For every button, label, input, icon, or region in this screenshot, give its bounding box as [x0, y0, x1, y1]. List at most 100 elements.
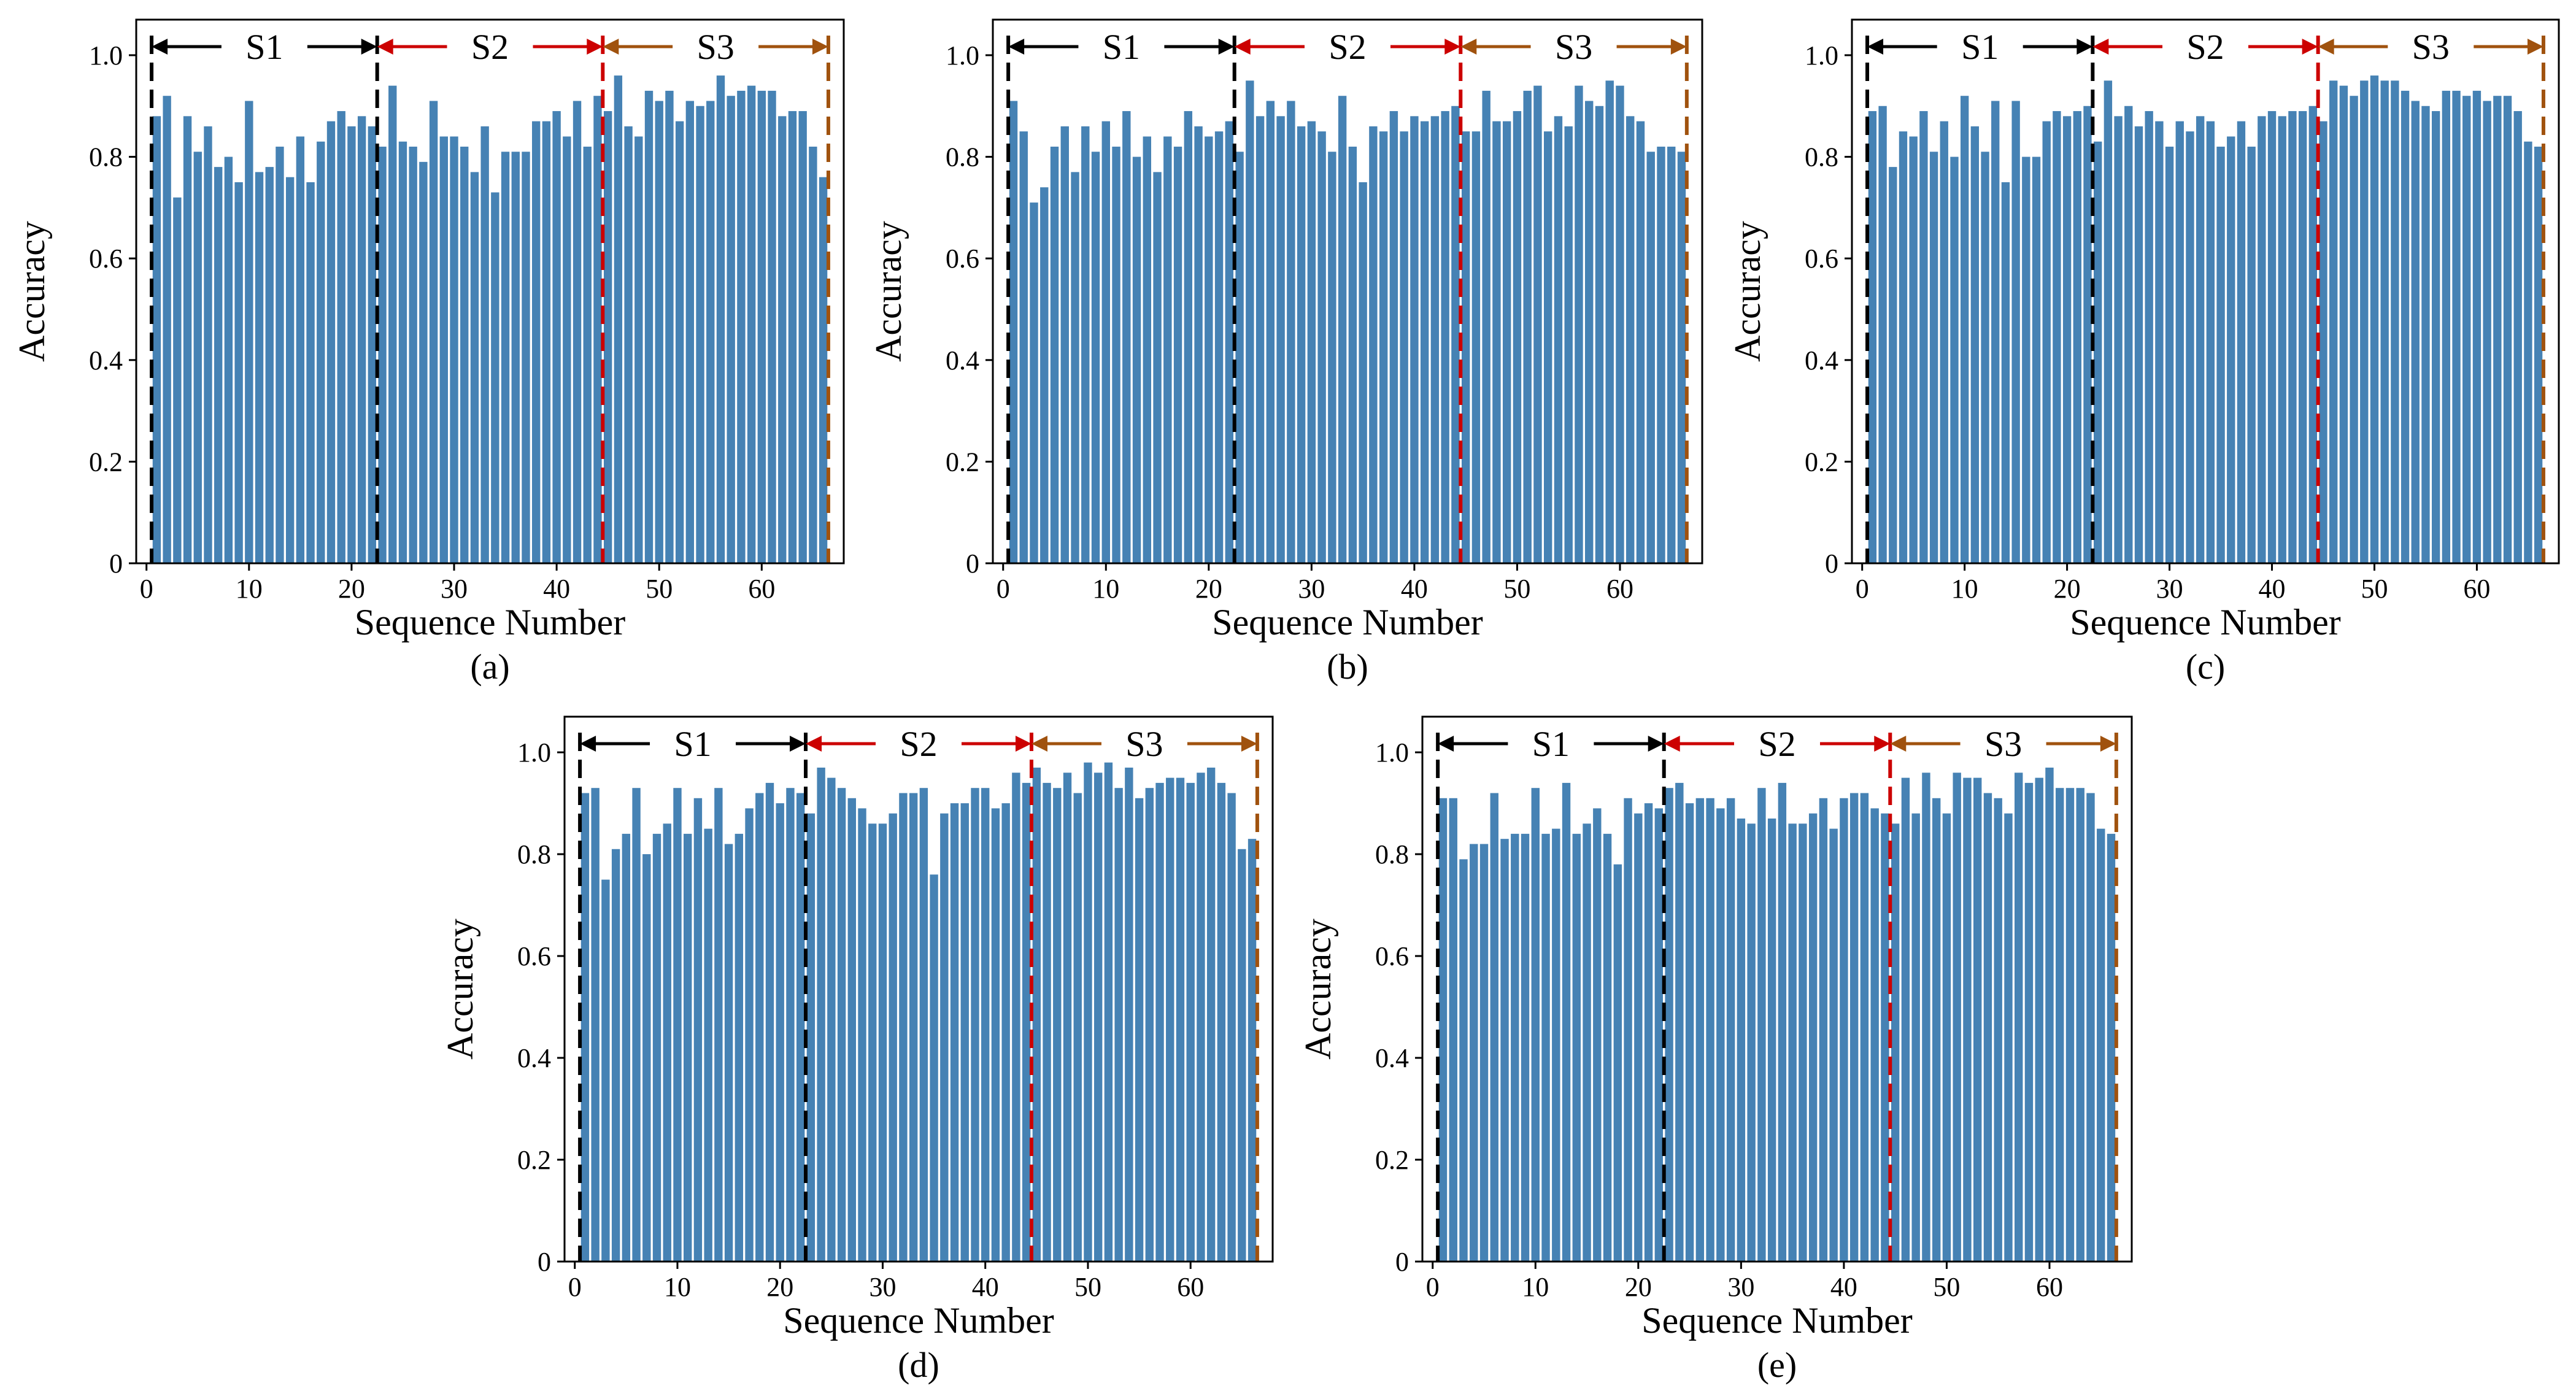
bar — [675, 121, 684, 564]
bar — [1665, 788, 1673, 1262]
bar — [163, 96, 171, 563]
bar — [429, 101, 438, 564]
y-tick-label: 0.8 — [1375, 839, 1409, 869]
bar — [2094, 141, 2102, 564]
bar — [2288, 111, 2297, 564]
segment-label: S3 — [696, 27, 734, 67]
bar — [1919, 111, 1928, 564]
bar — [2472, 90, 2482, 563]
bar — [2001, 182, 2010, 564]
bar — [2524, 141, 2532, 564]
bar — [642, 854, 651, 1262]
y-tick-label: 0.2 — [517, 1145, 551, 1175]
bar — [2015, 773, 2023, 1262]
x-tick-label: 30 — [2156, 574, 2183, 604]
bar — [1287, 101, 1295, 564]
x-tick-label: 0 — [140, 574, 153, 604]
bar — [2032, 156, 2041, 563]
bar — [1849, 793, 1859, 1262]
bar — [2186, 131, 2194, 564]
y-axis-label: Accuracy — [12, 221, 52, 362]
segment-arrowhead-left — [152, 39, 168, 55]
bar — [1626, 116, 1635, 563]
bar — [1451, 106, 1460, 563]
bar — [806, 813, 816, 1262]
bar — [1868, 111, 1877, 564]
bar — [2045, 767, 2054, 1262]
bar — [981, 788, 990, 1262]
bar — [1246, 80, 1254, 564]
bar — [1644, 803, 1653, 1262]
x-axis-label: Sequence Number — [355, 602, 626, 642]
bar — [2267, 111, 2277, 564]
bar — [1909, 136, 1918, 563]
bar — [714, 788, 723, 1262]
bar — [706, 101, 715, 564]
bar — [2022, 156, 2030, 563]
bar — [1135, 798, 1144, 1262]
x-tick-label: 20 — [1625, 1272, 1652, 1302]
bar — [796, 793, 805, 1262]
bar — [837, 788, 846, 1262]
bar — [1523, 90, 1532, 563]
bar — [1994, 798, 2002, 1262]
x-tick-label: 50 — [1933, 1272, 1960, 1302]
segment-arrowhead-right — [1874, 736, 1891, 752]
bar — [326, 121, 336, 564]
y-tick-label: 0.2 — [946, 447, 979, 477]
bar — [1176, 777, 1185, 1262]
segment-arrowhead-left — [1008, 39, 1025, 55]
bar — [1675, 782, 1684, 1262]
segment-label: S2 — [2186, 27, 2224, 67]
bar — [1266, 101, 1275, 564]
bar — [2483, 101, 2491, 564]
bar — [1878, 106, 1887, 563]
segment-arrowhead-left — [2318, 39, 2334, 55]
bar — [204, 126, 212, 563]
bar — [2035, 777, 2043, 1262]
bar — [1757, 788, 1766, 1262]
bar — [1173, 147, 1182, 563]
bar — [724, 844, 733, 1262]
bar — [1891, 823, 1900, 1262]
bar — [2104, 80, 2113, 564]
bar — [1778, 782, 1787, 1262]
bar — [991, 808, 1000, 1262]
bar — [1255, 116, 1265, 563]
bar — [2370, 75, 2379, 563]
bar — [1747, 823, 1756, 1262]
bar — [778, 116, 787, 563]
bar — [716, 75, 725, 563]
bar — [2493, 96, 2502, 563]
bar — [622, 833, 631, 1262]
bar — [919, 788, 928, 1262]
bar — [2114, 116, 2123, 563]
bar — [1163, 136, 1172, 563]
bar — [1053, 788, 1062, 1262]
bar — [2329, 80, 2338, 564]
x-tick-label: 40 — [543, 574, 570, 604]
bar — [1541, 833, 1550, 1262]
y-axis-label: Accuracy — [440, 919, 480, 1060]
bar — [388, 85, 397, 563]
bar — [1552, 828, 1560, 1262]
bar — [747, 85, 756, 563]
bar — [1471, 131, 1481, 564]
bar — [624, 126, 633, 563]
bar — [1929, 152, 1938, 564]
bar — [798, 111, 807, 564]
bar — [2513, 111, 2522, 564]
bar — [1449, 798, 1457, 1262]
bar — [1206, 767, 1216, 1262]
bar — [1624, 798, 1632, 1262]
y-tick-label: 0.4 — [946, 345, 979, 376]
bar — [398, 141, 407, 564]
bar — [1081, 126, 1090, 563]
x-tick-label: 0 — [1856, 574, 1869, 604]
bar — [593, 96, 602, 563]
bar — [1389, 111, 1398, 564]
bar — [1276, 116, 1285, 563]
bar — [1060, 126, 1069, 563]
bar — [2107, 833, 2116, 1262]
bar — [1685, 803, 1694, 1262]
